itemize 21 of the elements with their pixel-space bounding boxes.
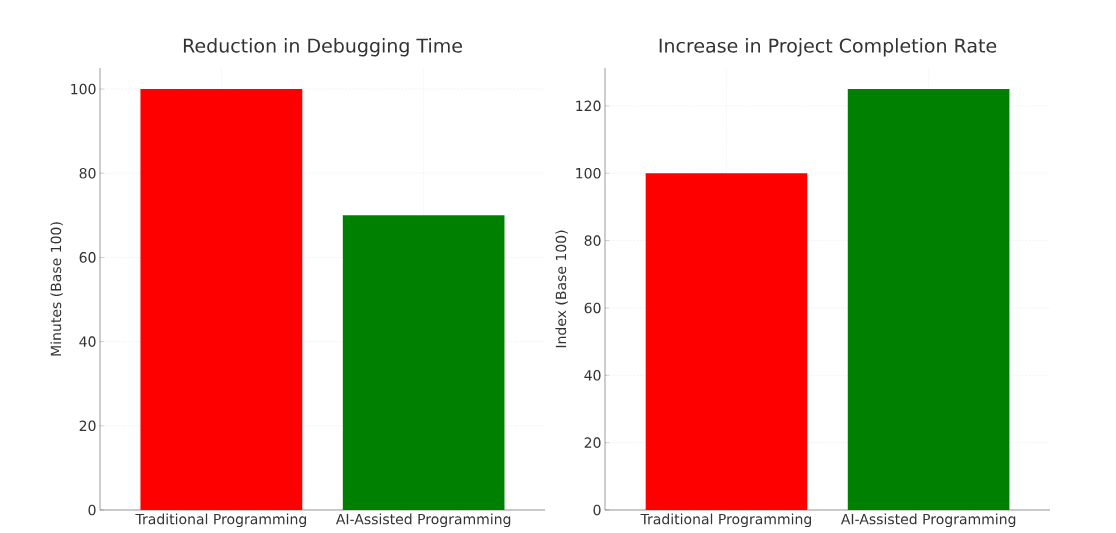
y-tick-label: 60 — [79, 252, 96, 263]
y-tick-label: 80 — [79, 167, 96, 179]
y-tick-label: 20 — [79, 420, 96, 432]
y-tick-label: 20 — [584, 437, 601, 448]
x-tick-label: AI-Assisted Programming — [840, 513, 1016, 528]
x-tick-label: AI-Assisted Programming — [335, 513, 511, 528]
y-tick-label: 0 — [593, 504, 601, 516]
y-tick-label: 80 — [584, 235, 601, 246]
y-tick-label: 60 — [584, 302, 601, 314]
x-tick-label: Traditional Programming — [640, 513, 811, 528]
y-tick-label: 100 — [576, 167, 601, 179]
y-axis-title: Minutes (Base 100) — [50, 222, 63, 356]
chart-title: Reduction in Debugging Time — [183, 38, 462, 57]
chart-title: Increase in Project Completion Rate — [659, 38, 997, 57]
y-axis-title: Index (Base 100) — [555, 230, 568, 348]
y-tick-label: 100 — [71, 83, 96, 95]
y-tick-label: 40 — [584, 369, 601, 381]
y-tick-label: 0 — [88, 504, 96, 516]
y-tick-label: 120 — [576, 100, 601, 112]
x-tick-label: Traditional Programming — [135, 513, 306, 528]
y-tick-label: 40 — [79, 336, 96, 347]
